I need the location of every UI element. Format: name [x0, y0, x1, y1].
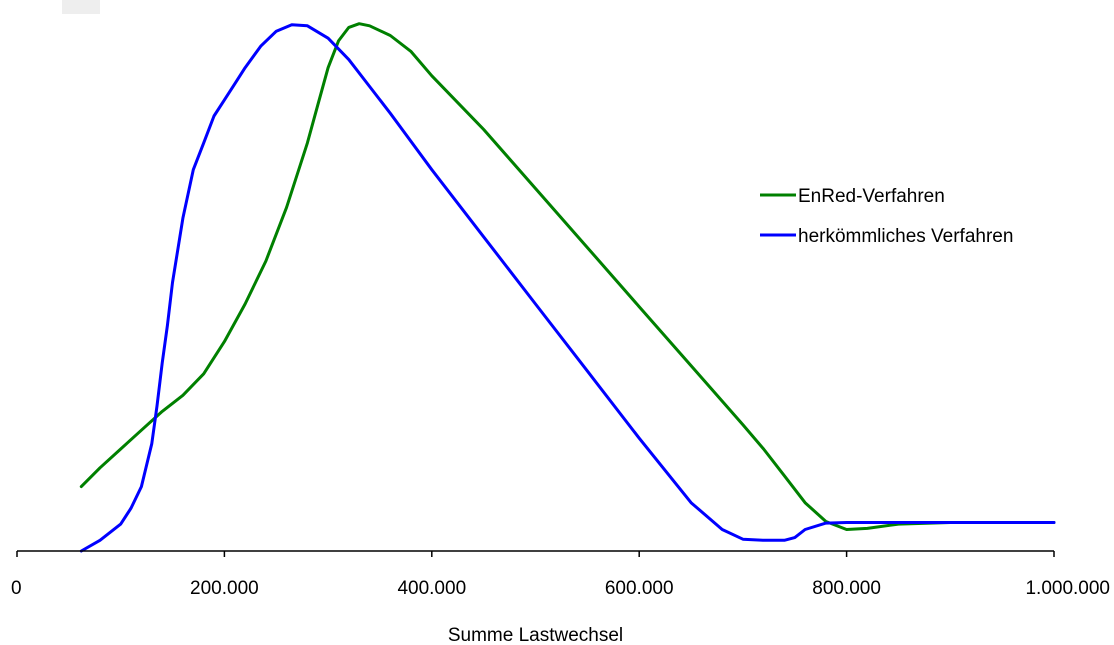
legend-label: herkömmliches Verfahren — [798, 226, 1013, 247]
x-tick-label: 600.000 — [605, 578, 674, 599]
corner-mark — [62, 0, 100, 14]
x-tick-label: 400.000 — [397, 578, 466, 599]
x-axis-title: Summe Lastwechsel — [448, 625, 623, 645]
series-line-enred — [79, 22, 1056, 531]
x-tick-label: 1.000.000 — [1025, 578, 1110, 599]
x-tick-label: 0 — [11, 578, 22, 599]
series-line-herkoemmlich — [79, 23, 1056, 553]
x-tick-label: 200.000 — [190, 578, 259, 599]
series-layer — [79, 22, 1056, 553]
legend-label: EnRed-Verfahren — [798, 186, 945, 207]
x-axis-ticks: 0 200.000 400.000 600.000 800.000 1.000.000 — [11, 551, 1110, 599]
x-tick-label: 800.000 — [812, 578, 881, 599]
legend: EnRed-Verfahren herkömmliches Verfahren — [760, 186, 1013, 247]
